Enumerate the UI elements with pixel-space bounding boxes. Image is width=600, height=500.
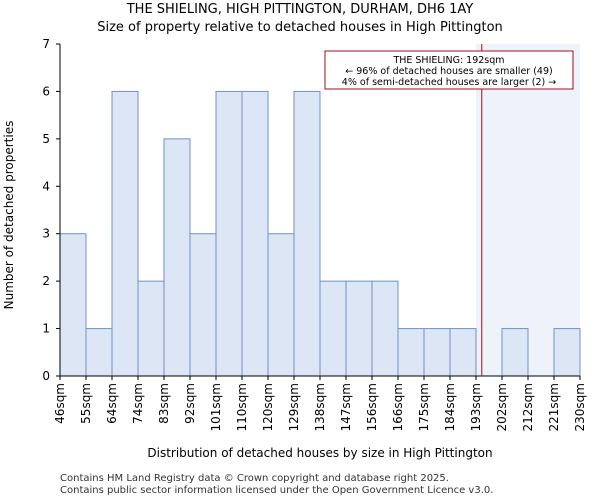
y-tick-label: 1 (42, 322, 50, 336)
x-tick-label: 147sqm (339, 383, 353, 431)
x-tick-label: 212sqm (521, 383, 535, 431)
x-tick-label: 83sqm (157, 383, 171, 424)
y-tick-label: 2 (42, 274, 50, 288)
chart-subtitle: Size of property relative to detached ho… (97, 20, 503, 35)
x-axis-label: Distribution of detached houses by size … (147, 446, 492, 460)
bar-83sqm (163, 138, 191, 377)
bar-46sqm (59, 233, 87, 377)
x-tick-label: 184sqm (443, 383, 457, 431)
x-tick-label: 175sqm (417, 383, 431, 431)
bar-92sqm (189, 233, 217, 377)
x-tick-label: 120sqm (261, 383, 275, 431)
bar-184sqm (449, 328, 477, 377)
bar-221sqm (553, 328, 581, 377)
y-tick-label: 4 (42, 179, 50, 193)
bar-138sqm (319, 280, 347, 377)
bars-layer (59, 90, 581, 377)
bar-110sqm (241, 90, 269, 377)
bar-147sqm (345, 280, 373, 377)
x-tick-label: 193sqm (469, 383, 483, 431)
x-tick-label: 129sqm (287, 383, 301, 431)
annotation-line2: ← 96% of detached houses are smaller (49… (345, 66, 552, 77)
x-tick-label: 156sqm (365, 383, 379, 431)
axes-layer: 0 1 2 3 4 5 6 7 46sqm 55sqm 64sqm 74sqm 83sqm 92sqm 10… (42, 37, 587, 431)
y-tick-label: 0 (42, 369, 50, 383)
bar-175sqm (423, 328, 451, 377)
x-tick-label: 55sqm (79, 383, 93, 424)
annotation-line1: THE SHIELING: 192sqm (392, 55, 504, 66)
bar-55sqm (85, 328, 113, 377)
highlight-region (476, 44, 580, 376)
bar-74sqm (137, 280, 165, 377)
footer-copyright: Contains HM Land Registry data © Crown c… (60, 473, 449, 484)
x-tick-label: 221sqm (547, 383, 561, 431)
annotation-line3: 4% of semi-detached houses are larger (2… (342, 77, 556, 88)
bar-129sqm (293, 90, 321, 377)
y-axis-label: Number of detached properties (2, 121, 16, 310)
y-tick-label: 3 (42, 227, 50, 241)
x-tick-label: 110sqm (235, 383, 249, 431)
x-tick-label: 92sqm (183, 383, 197, 424)
marker-layer: THE SHIELING: 192sqm← 96% of detached ho… (324, 44, 574, 376)
x-tick-label: 46sqm (53, 383, 67, 424)
bar-120sqm (267, 233, 295, 377)
bar-101sqm (215, 90, 243, 377)
bar-156sqm (371, 280, 399, 377)
x-tick-label: 74sqm (131, 383, 145, 424)
bar-202sqm (501, 328, 529, 377)
y-tick-label: 6 (42, 84, 50, 98)
x-tick-label: 166sqm (391, 383, 405, 431)
footer-licence: Contains public sector information licen… (60, 485, 494, 496)
chart-title: THE SHIELING, HIGH PITTINGTON, DURHAM, D… (126, 2, 474, 17)
x-tick-label: 138sqm (313, 383, 327, 431)
bar-64sqm (111, 90, 139, 377)
bar-166sqm (397, 328, 425, 377)
annotation-box (324, 50, 574, 90)
x-tick-label: 202sqm (495, 383, 509, 431)
highlight-region-layer (476, 44, 580, 376)
y-tick-label: 7 (42, 37, 50, 51)
x-tick-label: 64sqm (105, 383, 119, 424)
y-tick-label: 5 (42, 132, 50, 146)
x-tick-label: 230sqm (573, 383, 587, 431)
x-tick-label: 101sqm (209, 383, 223, 431)
